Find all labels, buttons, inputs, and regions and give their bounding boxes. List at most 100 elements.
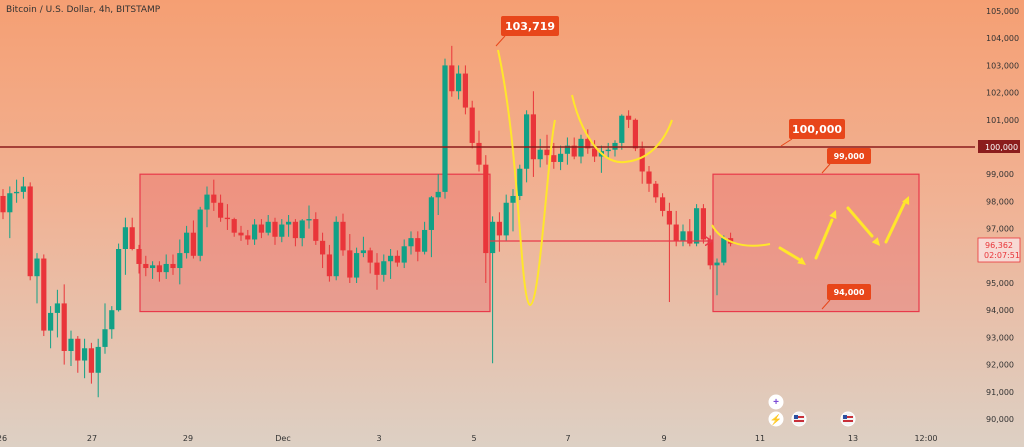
- candle-body: [299, 220, 305, 239]
- candle-body: [272, 221, 278, 237]
- candle-body: [592, 148, 598, 157]
- candle-body: [129, 227, 135, 249]
- candle-body: [462, 73, 468, 108]
- pattern-curve-left: [497, 49, 556, 307]
- candle-body: [694, 208, 700, 244]
- candle-body: [544, 149, 550, 156]
- box-top-pointer: [821, 163, 831, 174]
- candle-body: [197, 209, 203, 256]
- candle-body: [0, 195, 6, 213]
- time-tick-label: 3: [376, 434, 381, 443]
- level-label: 100,000: [792, 123, 842, 136]
- box-bottom-pointer: [821, 299, 831, 310]
- lightning-icon[interactable]: [768, 411, 784, 427]
- candle-body: [211, 194, 217, 203]
- price-tick-label: 94,000: [986, 306, 1014, 315]
- candle-body: [585, 138, 591, 149]
- candle-body: [306, 219, 312, 221]
- candle-body: [415, 238, 421, 252]
- candle-body: [442, 65, 448, 192]
- overlays-layer: [0, 49, 975, 307]
- price-axis: 90,00091,00092,00093,00094,00095,00096,0…: [977, 7, 1021, 424]
- candle-body: [245, 235, 251, 240]
- high-label: 103,719: [505, 20, 555, 33]
- candle-body: [666, 210, 672, 225]
- candle-body: [340, 221, 346, 251]
- time-tick-label: 13: [848, 434, 858, 443]
- price-tick-label: 92,000: [986, 361, 1014, 370]
- pattern-curve-right: [571, 94, 673, 164]
- time-tick-label: 27: [87, 434, 97, 443]
- candle-body: [517, 168, 523, 196]
- event-icons[interactable]: +⚡: [768, 394, 856, 427]
- candle-body: [224, 217, 230, 220]
- candle-body: [408, 238, 414, 247]
- candle-body: [428, 197, 434, 230]
- candle-body: [388, 255, 394, 262]
- time-axis: 26 27 29 Dec 3 5 7 9 11 13 12:00: [0, 434, 938, 443]
- us-flag-stripe: [843, 420, 853, 422]
- candle-body: [333, 221, 339, 277]
- candle-body: [54, 303, 60, 313]
- candle-body: [7, 193, 13, 213]
- level-label-pointer: [780, 138, 793, 147]
- plus-icon[interactable]: [768, 394, 784, 410]
- time-tick-label: Dec: [275, 434, 290, 443]
- price-tick-label: 105,000: [986, 7, 1019, 16]
- candle-body: [75, 338, 81, 361]
- candle-body: [496, 221, 502, 236]
- price-tag-bg: [977, 237, 1021, 263]
- chart-title: Bitcoin / U.S. Dollar, 4h, BITSTAMP: [6, 5, 161, 15]
- candle-body: [218, 202, 224, 218]
- high-label-pointer: [495, 35, 506, 47]
- candle-body: [48, 312, 54, 331]
- candle-body: [469, 107, 475, 143]
- price-tick-label: 91,000: [986, 388, 1014, 397]
- candle-body: [551, 155, 557, 162]
- candle-body: [109, 310, 115, 330]
- candle-body: [558, 153, 564, 162]
- candle-body: [530, 114, 536, 160]
- us-flag-stripe: [794, 416, 804, 418]
- candle-body: [476, 142, 482, 165]
- price-tick-label: 97,000: [986, 225, 1014, 234]
- box-bottom-label-bg: [827, 284, 871, 300]
- candle-body: [700, 208, 706, 240]
- candle-body: [122, 227, 128, 249]
- candle-body: [156, 265, 162, 273]
- candle-body: [571, 145, 577, 157]
- candle-body: [714, 262, 720, 266]
- high-label-bg: [501, 16, 559, 36]
- time-tick-label: 9: [661, 434, 666, 443]
- projection-arrowhead: [829, 210, 837, 219]
- candle-body: [673, 224, 679, 241]
- candle-body: [150, 265, 156, 269]
- candle-body: [231, 219, 237, 233]
- projection-segment: [884, 202, 906, 244]
- box-bottom-label: 94,000: [834, 288, 865, 297]
- candle-body: [177, 253, 183, 269]
- price-tick-label: 103,000: [986, 61, 1019, 70]
- candle-body: [707, 239, 713, 266]
- level-axis-tag-bg: [978, 140, 1020, 153]
- price-tag-countdown: 02:07:51: [984, 251, 1020, 260]
- price-tick-label: 93,000: [986, 333, 1014, 342]
- candles-layer: [0, 45, 734, 398]
- candle-body: [20, 186, 26, 192]
- candle-body: [14, 191, 20, 194]
- candle-body: [564, 145, 570, 154]
- price-tick-label: 104,000: [986, 34, 1019, 43]
- candle-body: [632, 119, 638, 149]
- price-tag-value: 96,362: [985, 241, 1013, 250]
- time-tick-label: 12:00: [914, 434, 937, 443]
- projection-arrowhead: [902, 196, 910, 205]
- box-top-label: 99,000: [834, 152, 865, 161]
- candle-body: [503, 202, 509, 236]
- candle-body: [184, 232, 190, 254]
- projection-segment: [814, 218, 834, 260]
- candle-body: [143, 263, 149, 269]
- candle-body: [639, 148, 645, 172]
- candle-body: [41, 258, 47, 331]
